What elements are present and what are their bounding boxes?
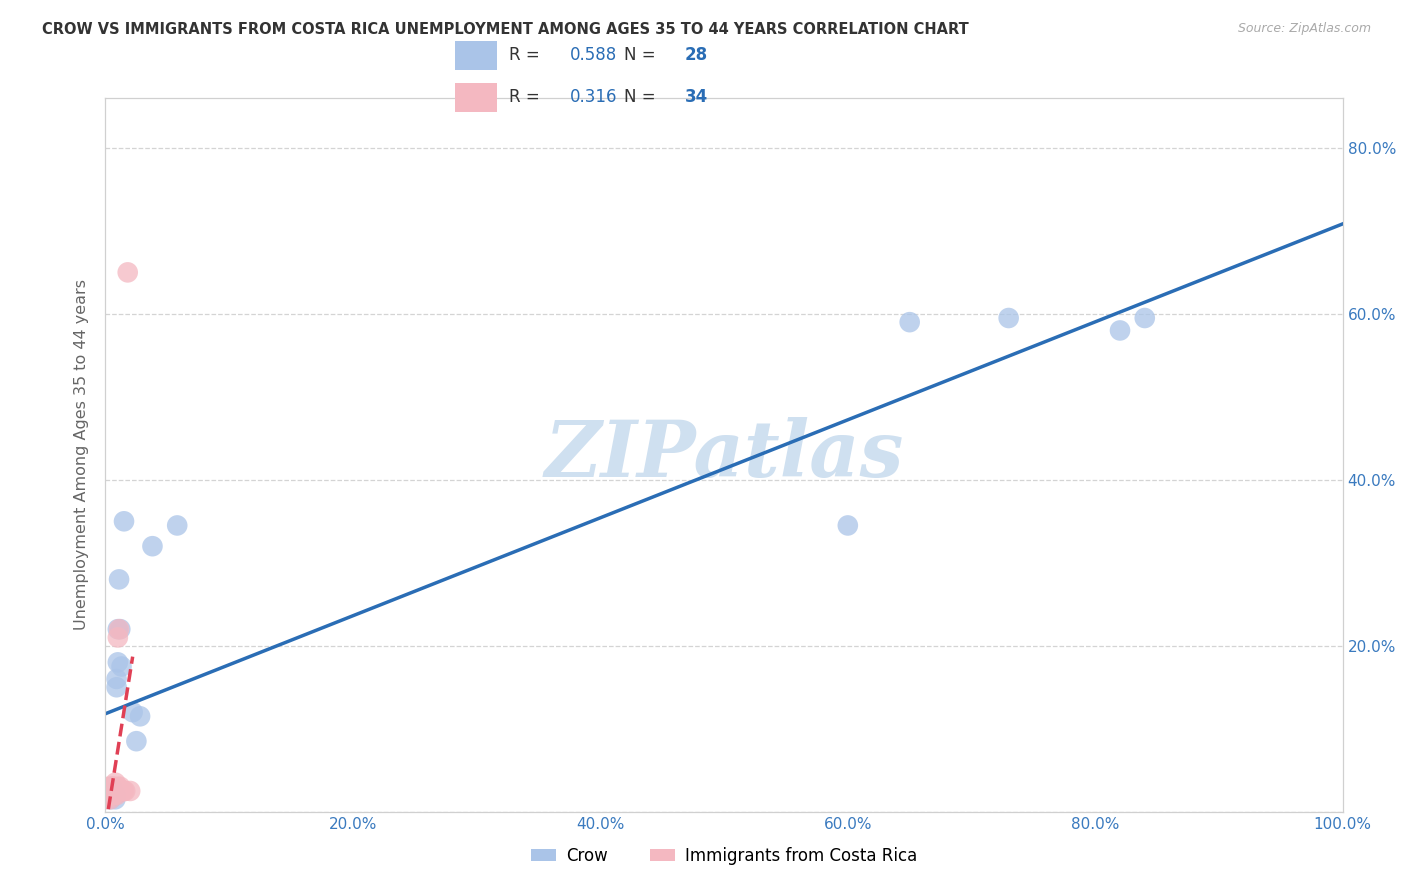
Text: ZIPatlas: ZIPatlas [544,417,904,493]
Point [107,656,129,670]
Point [997,311,1019,326]
Point [117,265,139,279]
Point [101,780,124,794]
Point [114,784,136,798]
Point [100,792,122,806]
Point [101,788,124,802]
Point [111,784,134,798]
Point [97,780,120,794]
Point [112,784,135,798]
Point [112,514,135,528]
Point [108,622,131,636]
Text: N =: N = [624,46,655,64]
Text: 0.316: 0.316 [569,88,617,106]
Point [100,784,122,798]
Text: R =: R = [509,46,540,64]
FancyBboxPatch shape [456,41,498,70]
Text: 34: 34 [685,88,709,106]
Text: R =: R = [509,88,540,106]
Point [107,780,129,794]
Point [898,315,921,329]
Point [105,680,128,694]
Point [100,788,122,802]
Point [100,780,122,794]
Point [110,780,132,794]
Point [100,780,122,794]
Legend: Crow, Immigrants from Costa Rica: Crow, Immigrants from Costa Rica [524,840,924,871]
Point [110,622,132,636]
Point [104,775,127,789]
Point [104,788,127,802]
Text: 0.588: 0.588 [569,46,617,64]
Point [97,784,120,798]
Point [103,784,125,798]
Point [107,631,129,645]
Point [105,788,128,802]
Point [98,788,121,802]
Point [96,792,118,806]
Text: 28: 28 [685,46,707,64]
Point [108,573,131,587]
Point [141,539,163,553]
Point [98,788,121,802]
Point [107,622,129,636]
Text: CROW VS IMMIGRANTS FROM COSTA RICA UNEMPLOYMENT AMONG AGES 35 TO 44 YEARS CORREL: CROW VS IMMIGRANTS FROM COSTA RICA UNEMP… [42,22,969,37]
Y-axis label: Unemployment Among Ages 35 to 44 years: Unemployment Among Ages 35 to 44 years [75,279,90,631]
Point [103,788,125,802]
Point [98,784,121,798]
Point [129,709,152,723]
Point [105,784,128,798]
Text: N =: N = [624,88,655,106]
Point [121,705,143,719]
Point [1109,323,1132,337]
Point [120,784,142,798]
Point [104,784,127,798]
Point [110,659,132,673]
Point [101,784,124,798]
Point [101,784,124,798]
Point [105,672,128,686]
Point [100,788,122,802]
Point [110,784,132,798]
Point [96,788,118,802]
Point [97,784,120,798]
Point [100,788,122,802]
Point [837,518,859,533]
Point [125,734,148,748]
Point [103,780,125,794]
Point [103,788,125,802]
Point [110,784,132,798]
Point [166,518,188,533]
Point [97,788,120,802]
Point [1133,311,1156,326]
Point [100,780,122,794]
FancyBboxPatch shape [456,83,498,112]
Point [104,792,127,806]
Point [100,784,122,798]
Point [100,792,122,806]
Text: Source: ZipAtlas.com: Source: ZipAtlas.com [1237,22,1371,36]
